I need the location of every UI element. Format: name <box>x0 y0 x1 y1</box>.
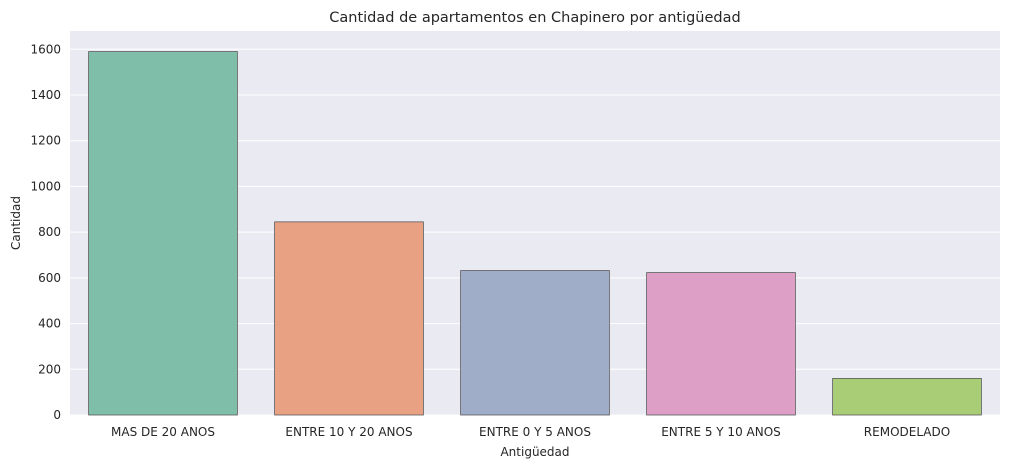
bar <box>646 272 796 416</box>
bar <box>832 378 982 416</box>
bar <box>88 51 238 416</box>
y-tick-label: 1400 <box>30 88 61 102</box>
y-tick-label: 600 <box>38 271 61 285</box>
y-tick-label: 400 <box>38 317 61 331</box>
y-tick-label: 800 <box>38 225 61 239</box>
bar <box>274 221 424 416</box>
x-axis-label: Antigüedad <box>500 445 569 459</box>
x-tick-label: ENTRE 10 Y 20 ANOS <box>285 425 412 439</box>
x-tick-labels: MAS DE 20 ANOS ENTRE 10 Y 20 ANOS ENTRE 0 … <box>111 425 950 439</box>
y-tick-label: 1600 <box>30 42 61 56</box>
chart-title: Cantidad de apartamentos en Chapinero po… <box>329 10 740 26</box>
x-tick-label: REMODELADO <box>864 425 950 439</box>
y-tick-label: 1000 <box>30 179 61 193</box>
y-tick-label: 0 <box>53 408 61 422</box>
bar <box>460 270 610 416</box>
y-tick-label: 200 <box>38 362 61 376</box>
x-tick-label: ENTRE 5 Y 10 ANOS <box>661 425 781 439</box>
x-tick-label: MAS DE 20 ANOS <box>111 425 215 439</box>
y-tick-label: 1200 <box>30 134 61 148</box>
y-tick-labels: 0 200 400 600 800 1000 1200 1400 1600 <box>30 42 61 422</box>
x-tick-label: ENTRE 0 Y 5 ANOS <box>479 425 591 439</box>
y-axis-label: Cantidad <box>9 196 23 250</box>
bars <box>88 51 982 416</box>
